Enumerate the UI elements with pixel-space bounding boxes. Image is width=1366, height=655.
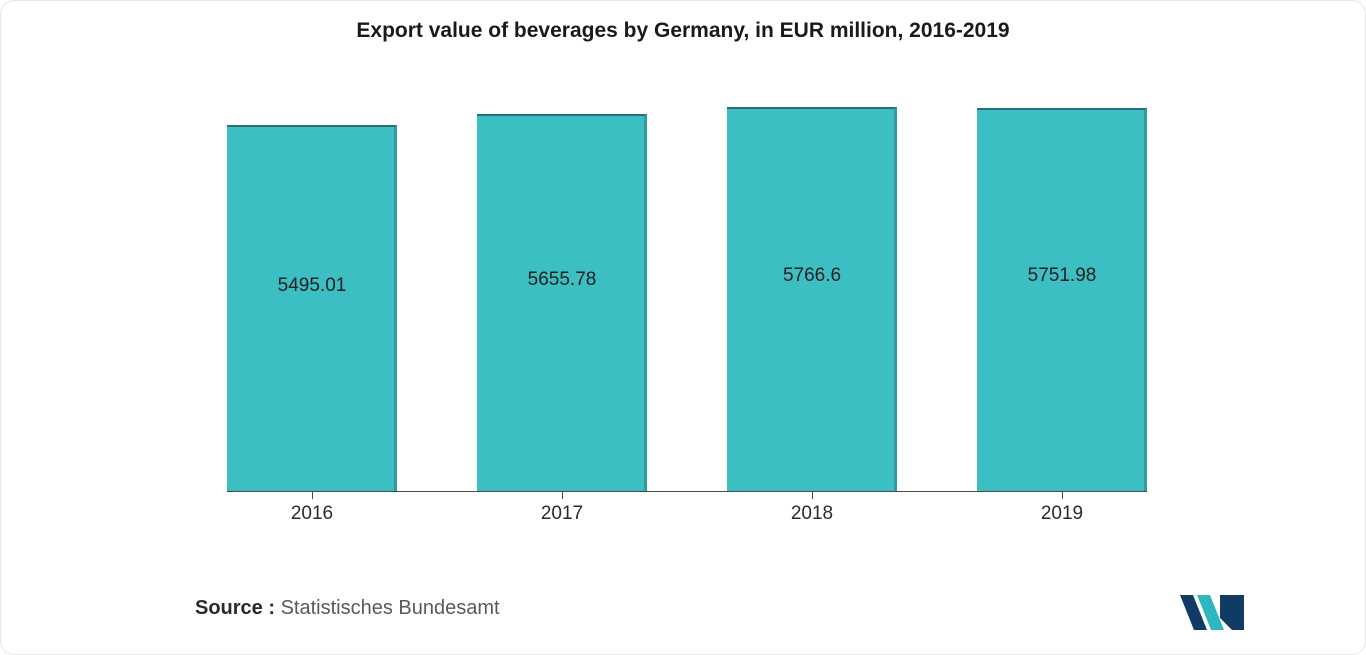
x-tick [1062,491,1063,499]
bar-value-label: 5655.78 [477,269,647,291]
chart-card: Export value of beverages by Germany, in… [0,0,1366,655]
x-axis-line [227,491,1147,492]
source-line: Source : Statistisches Bundesamt [195,597,500,620]
x-axis-label: 2016 [227,503,397,525]
x-axis-label: 2017 [477,503,647,525]
x-axis-label: 2018 [727,503,897,525]
bar-value-label: 5495.01 [227,275,397,297]
bar [477,114,647,491]
brand-logo [1177,590,1247,632]
x-tick [312,491,313,499]
bar [977,108,1147,491]
bar-value-label: 5751.98 [977,265,1147,287]
x-tick [812,491,813,499]
bar [727,107,897,491]
x-tick [562,491,563,499]
x-axis-label: 2019 [977,503,1147,525]
bar-group: 5655.78 [477,114,647,491]
bar-group: 5495.01 [227,125,397,491]
bar-group: 5751.98 [977,108,1147,491]
bar-group: 5766.6 [727,107,897,491]
plot-area: 5495.01 5655.78 5766.6 5751.98 [227,91,1147,491]
bar [227,125,397,491]
source-text: Statistisches Bundesamt [275,597,500,619]
chart-title: Export value of beverages by Germany, in… [1,19,1365,43]
bar-value-label: 5766.6 [727,265,897,287]
source-label: Source : [195,597,275,619]
